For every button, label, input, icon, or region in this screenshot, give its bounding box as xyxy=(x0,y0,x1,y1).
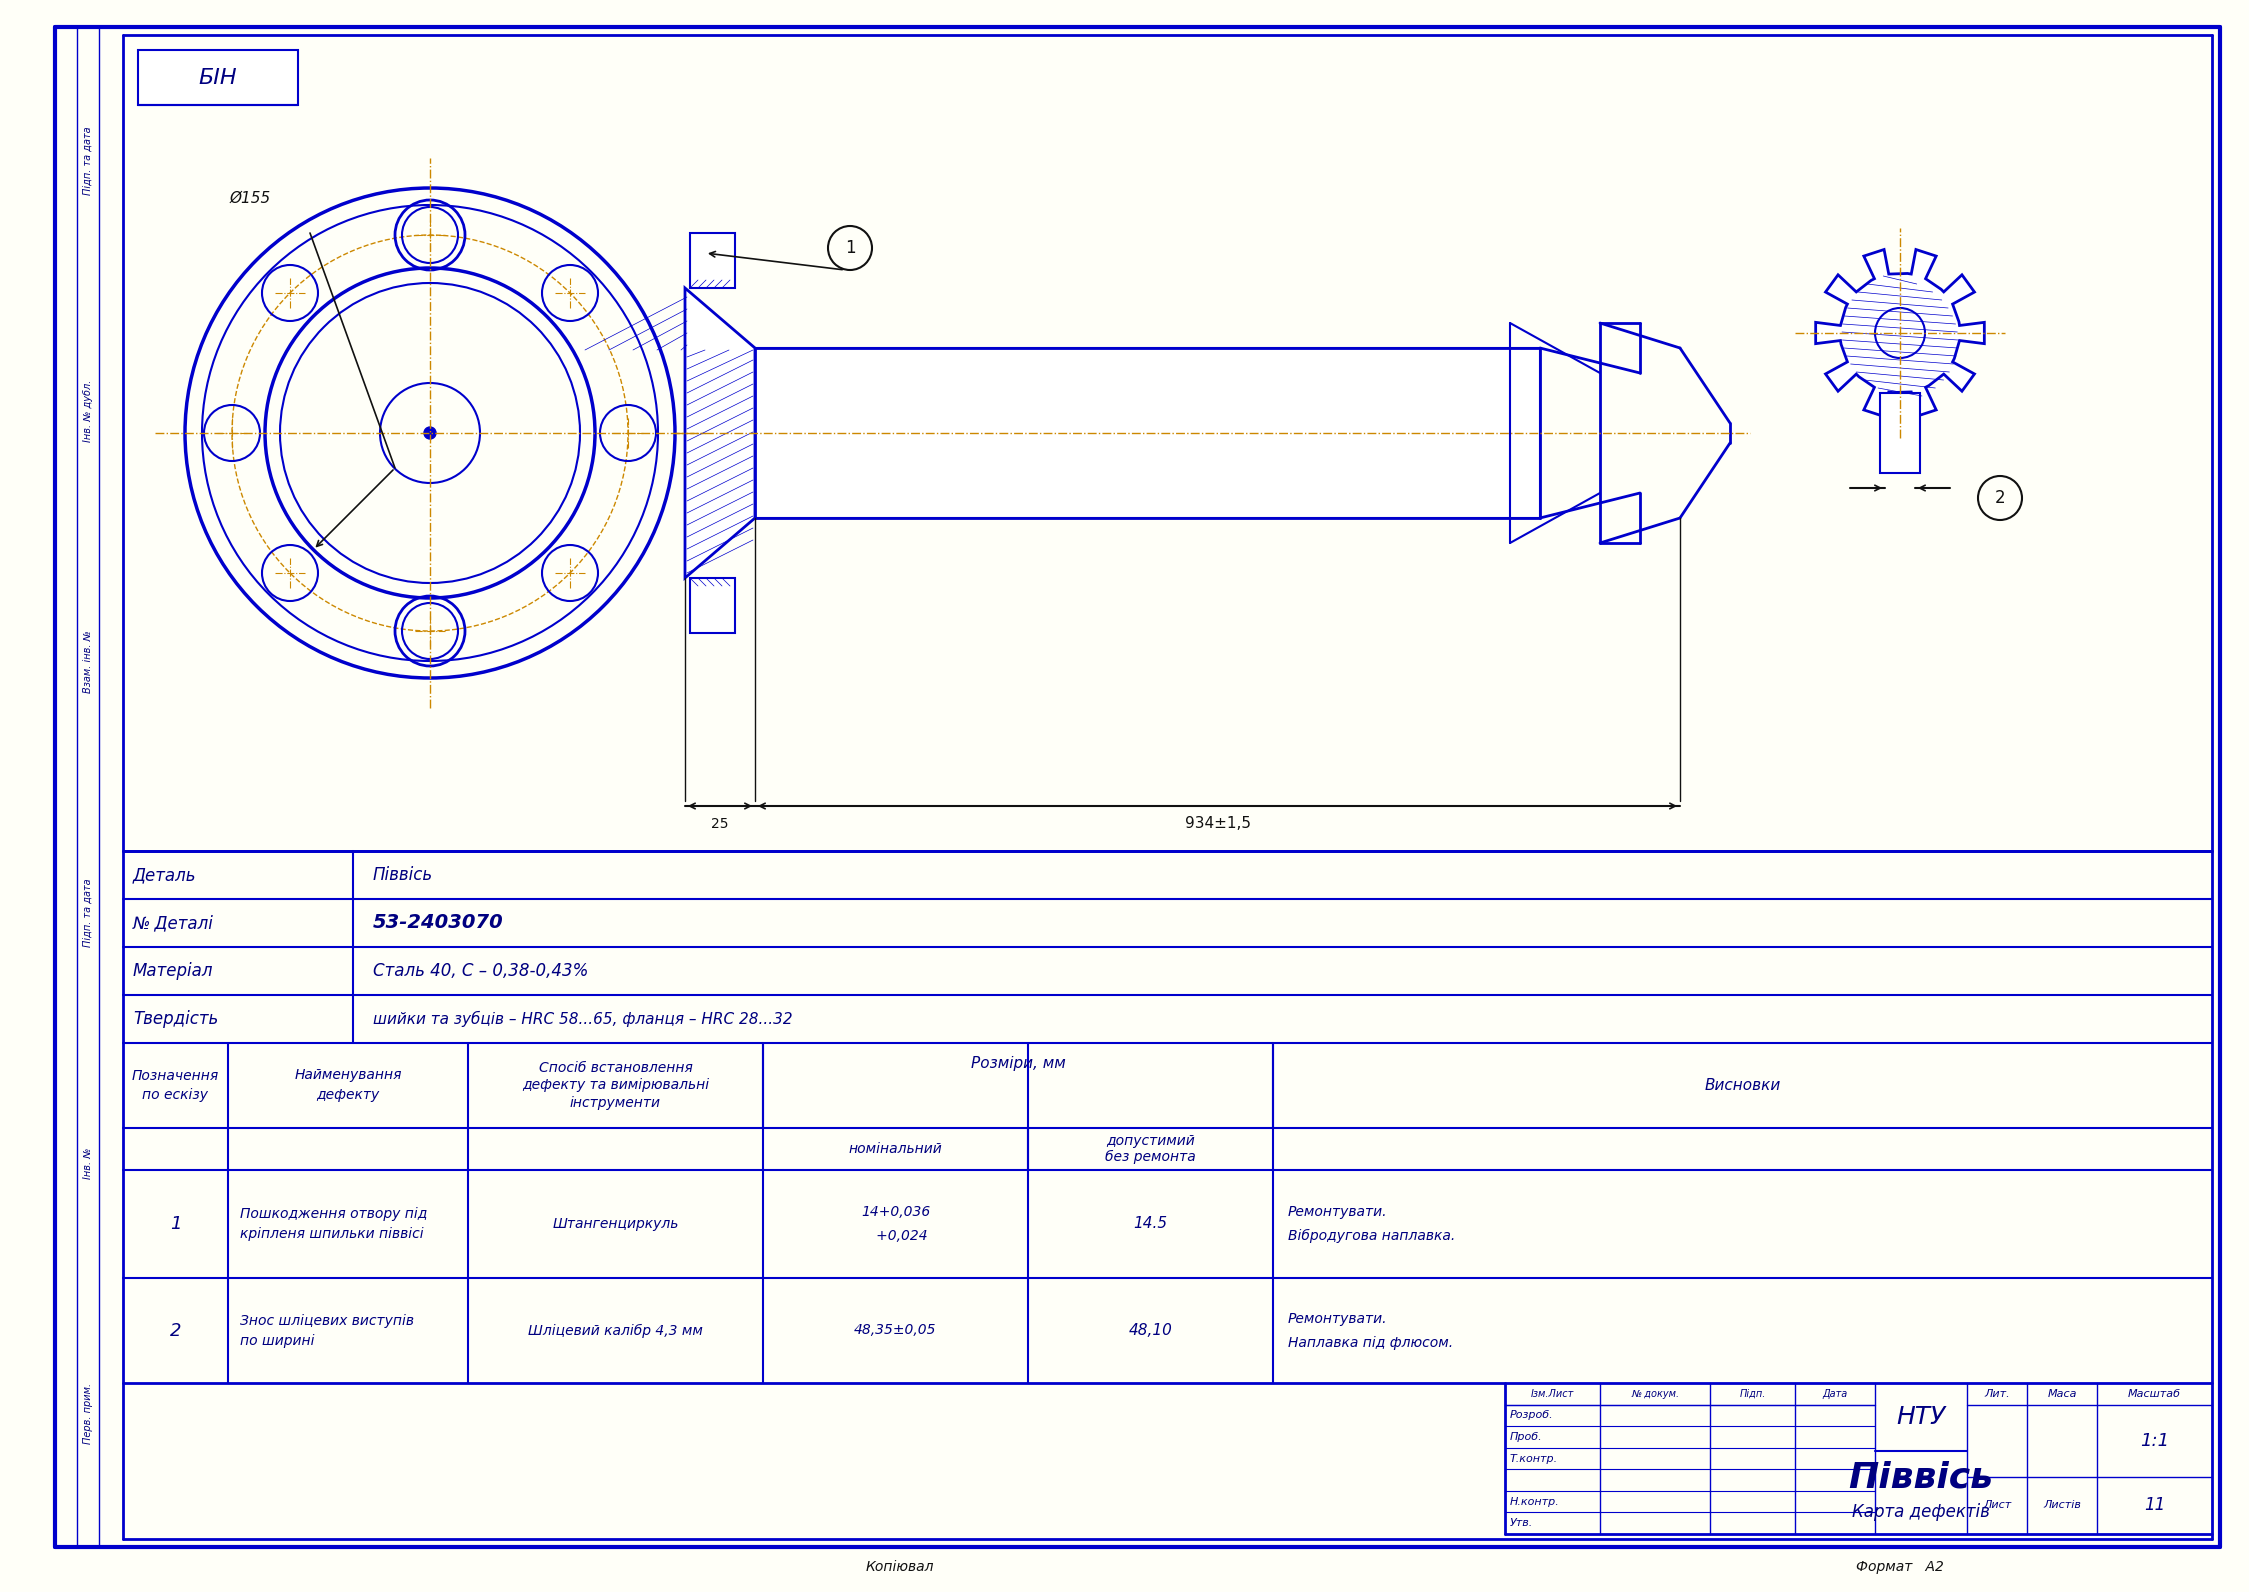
Text: 53-2403070: 53-2403070 xyxy=(373,914,504,933)
Text: Деталь: Деталь xyxy=(133,866,196,884)
Text: Твердість: Твердість xyxy=(133,1009,218,1028)
Text: дефекту та вимірювальні: дефекту та вимірювальні xyxy=(522,1078,708,1092)
Text: 48,10: 48,10 xyxy=(1129,1323,1172,1337)
Text: Ремонтувати.: Ремонтувати. xyxy=(1289,1205,1388,1219)
Text: 2: 2 xyxy=(1995,489,2006,506)
Text: 1:1: 1:1 xyxy=(2141,1431,2168,1450)
Text: Взам. інв. №: Взам. інв. № xyxy=(83,630,92,693)
Polygon shape xyxy=(1815,250,1984,417)
Text: Піввісь: Піввісь xyxy=(373,866,434,884)
Polygon shape xyxy=(686,288,756,578)
Text: Розміри, мм: Розміри, мм xyxy=(972,1055,1066,1070)
Text: 934±1,5: 934±1,5 xyxy=(1185,817,1250,831)
Bar xyxy=(1880,393,1921,473)
Text: кріпленя шпильки піввісі: кріпленя шпильки піввісі xyxy=(241,1227,423,1242)
Text: Формат   A2: Формат A2 xyxy=(1855,1560,1943,1574)
Text: дефекту: дефекту xyxy=(317,1089,380,1103)
Text: 1: 1 xyxy=(169,1215,182,1232)
Text: по ескізу: по ескізу xyxy=(142,1089,209,1103)
Text: № докум.: № докум. xyxy=(1631,1388,1680,1399)
Text: Піввісь: Піввісь xyxy=(1849,1460,1993,1495)
Text: Н.контр.: Н.контр. xyxy=(1509,1496,1561,1506)
Text: 14.5: 14.5 xyxy=(1133,1216,1167,1232)
Text: Підп. та дата: Підп. та дата xyxy=(83,126,92,194)
Bar xyxy=(137,49,299,105)
Text: Шліцевий калібр 4,3 мм: Шліцевий калібр 4,3 мм xyxy=(529,1323,704,1337)
Text: Найменування: Найменування xyxy=(295,1068,403,1083)
Text: Розроб.: Розроб. xyxy=(1509,1411,1554,1420)
Text: Ремонтувати.: Ремонтувати. xyxy=(1289,1312,1388,1326)
Text: Позначення: Позначення xyxy=(133,1068,218,1083)
Text: 2: 2 xyxy=(169,1321,182,1339)
Text: допустимий: допустимий xyxy=(1107,1134,1194,1148)
Text: номінальний: номінальний xyxy=(848,1141,942,1156)
Text: Масштаб: Масштаб xyxy=(2128,1388,2182,1399)
Text: Інв. № дубл.: Інв. № дубл. xyxy=(83,380,92,443)
Text: НТУ: НТУ xyxy=(1896,1406,1945,1430)
Text: Знос шліцевих виступів: Знос шліцевих виступів xyxy=(241,1313,414,1328)
Text: Дата: Дата xyxy=(1822,1388,1849,1399)
Text: Вібродугова наплавка.: Вібродугова наплавка. xyxy=(1289,1229,1455,1243)
Text: шийки та зубців – HRC 58...65, фланця – HRC 28...32: шийки та зубців – HRC 58...65, фланця – … xyxy=(373,1011,792,1027)
Text: Сталь 40, С – 0,38-0,43%: Сталь 40, С – 0,38-0,43% xyxy=(373,962,589,981)
Text: Лист: Лист xyxy=(1984,1500,2011,1511)
Text: по ширині: по ширині xyxy=(241,1334,315,1347)
Text: 25: 25 xyxy=(711,817,729,831)
Text: Перв. прим.: Перв. прим. xyxy=(83,1383,92,1444)
Text: Пошкодження отвору під: Пошкодження отвору під xyxy=(241,1207,427,1221)
Text: Спосіб встановлення: Спосіб встановлення xyxy=(538,1060,693,1075)
Text: Штангенциркуль: Штангенциркуль xyxy=(553,1216,679,1231)
Text: інструменти: інструменти xyxy=(569,1097,661,1111)
Text: Лит.: Лит. xyxy=(1984,1388,2011,1399)
Text: № Деталі: № Деталі xyxy=(133,914,214,931)
Text: Утв.: Утв. xyxy=(1509,1519,1534,1528)
Text: Висновки: Висновки xyxy=(1705,1078,1781,1094)
Text: Маса: Маса xyxy=(2047,1388,2076,1399)
Text: без ремонта: без ремонта xyxy=(1104,1149,1196,1164)
Text: Листів: Листів xyxy=(2042,1500,2080,1511)
Text: Інв. №: Інв. № xyxy=(83,1148,92,1178)
Text: Ізм.Лист: Ізм.Лист xyxy=(1532,1388,1574,1399)
Text: 14+0,036: 14+0,036 xyxy=(861,1205,931,1219)
Text: Наплавка під флюсом.: Наплавка під флюсом. xyxy=(1289,1336,1453,1350)
Text: Копіювал: Копіювал xyxy=(866,1560,933,1574)
Text: +0,024: +0,024 xyxy=(864,1229,929,1243)
Text: Матеріал: Матеріал xyxy=(133,962,214,981)
Text: 11: 11 xyxy=(2143,1496,2166,1514)
Text: Карта дефектів: Карта дефектів xyxy=(1853,1503,1990,1522)
Text: 1: 1 xyxy=(846,239,855,256)
Text: Ø155: Ø155 xyxy=(229,191,272,205)
Circle shape xyxy=(425,427,436,439)
Bar xyxy=(690,578,735,634)
Text: БІН: БІН xyxy=(198,68,238,88)
Text: Підп. та дата: Підп. та дата xyxy=(83,879,92,947)
Bar xyxy=(756,349,1541,517)
Text: 48,35±0,05: 48,35±0,05 xyxy=(855,1323,938,1337)
Text: Проб.: Проб. xyxy=(1509,1431,1543,1442)
Text: Підп.: Підп. xyxy=(1738,1388,1765,1399)
Text: Т.контр.: Т.контр. xyxy=(1509,1453,1559,1463)
Bar xyxy=(690,232,735,288)
